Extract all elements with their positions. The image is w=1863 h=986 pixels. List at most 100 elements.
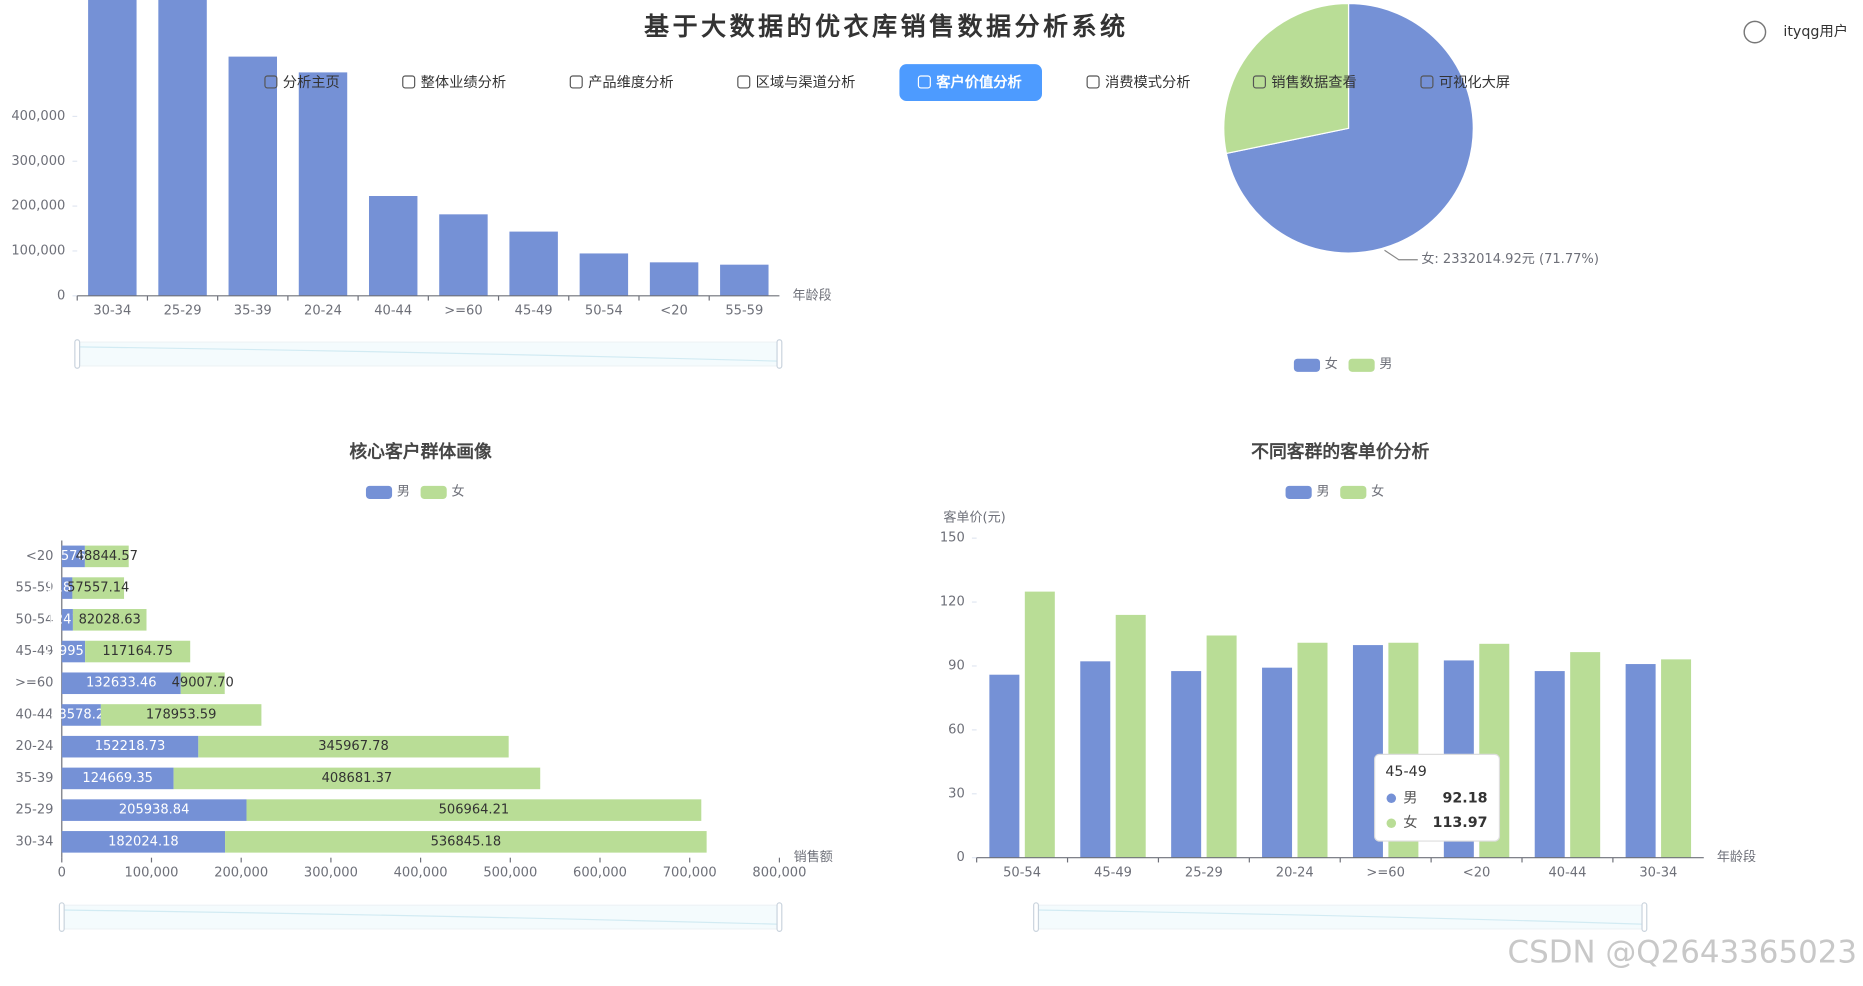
x-tick-label: 30-34 [93, 304, 131, 319]
data-label: 124669.35 [82, 771, 153, 786]
nav-icon[interactable] [917, 75, 931, 89]
bar-segment [61, 799, 247, 821]
label-line [1384, 249, 1418, 261]
nav-icon[interactable] [402, 75, 416, 89]
x-axis-name: 销售额 [794, 849, 833, 865]
zoom-handle[interactable] [776, 339, 783, 369]
tooltip-series: 男 [1403, 790, 1417, 806]
bar-segment [180, 672, 225, 695]
x-tick-label: 30-34 [1639, 866, 1677, 881]
legend-swatch[interactable] [365, 485, 393, 499]
bar-segment [61, 545, 85, 568]
bar [1570, 652, 1601, 858]
y-tick-label: 25-29 [16, 803, 54, 818]
data-label: 506964.21 [439, 803, 510, 818]
legend-swatch[interactable] [1285, 485, 1312, 499]
bar-segment [61, 577, 73, 599]
nav-item[interactable]: 分析主页 [283, 74, 340, 91]
data-label: 82028.63 [79, 612, 141, 627]
bar [1661, 659, 1692, 858]
bar [1262, 667, 1293, 858]
nav-icon[interactable] [1420, 75, 1434, 89]
legend-label[interactable]: 男 [1316, 484, 1329, 499]
legend-label[interactable]: 男 [397, 484, 410, 499]
bar [1534, 671, 1565, 858]
nav-item[interactable]: 区域与渠道分析 [756, 74, 856, 91]
user-name[interactable]: ityqg用户 [1783, 23, 1848, 40]
bar [989, 674, 1020, 858]
zoom-handle[interactable] [1641, 902, 1648, 932]
data-label: 345967.78 [318, 739, 389, 754]
bar-segment [72, 609, 147, 631]
nav-icon[interactable] [264, 75, 278, 89]
x-tick-label: 0 [58, 866, 66, 881]
x-tick-label: 45-49 [1094, 866, 1132, 881]
zoom-slider [76, 341, 781, 367]
nav-item[interactable]: 客户价值分析 [935, 73, 1022, 91]
x-tick-label: >=60 [1366, 866, 1404, 881]
zoom-handle[interactable] [58, 902, 65, 932]
y-tick-label: 150 [940, 531, 965, 546]
x-tick-label: 300,000 [304, 866, 358, 881]
nav-item[interactable]: 消费模式分析 [1105, 74, 1191, 91]
y-tick-label: 30-34 [16, 834, 54, 849]
legend-swatch[interactable] [1293, 358, 1321, 372]
nav-item[interactable]: 产品维度分析 [588, 74, 674, 91]
bar [1080, 661, 1111, 858]
y-tick-label: 300,000 [11, 154, 65, 169]
y-tick-label: 45-49 [16, 644, 54, 659]
legend-label[interactable]: 女 [451, 483, 464, 499]
x-tick-label: 800,000 [752, 866, 806, 881]
nav-icon[interactable] [1086, 75, 1100, 89]
tooltip-value: 92.18 [1442, 790, 1487, 806]
legend-swatch[interactable] [420, 485, 447, 499]
bar [368, 196, 418, 296]
y-tick-label: 55-59 [16, 581, 54, 596]
x-tick-label: 20-24 [304, 304, 342, 319]
legend-label[interactable]: 女 [1371, 483, 1384, 499]
nav-item[interactable]: 整体业绩分析 [421, 74, 507, 91]
zoom-handle[interactable] [74, 339, 81, 369]
tooltip-title: 45-49 [1385, 764, 1426, 780]
nav-item[interactable]: 可视化大屏 [1439, 74, 1510, 91]
bar-segment [198, 735, 509, 758]
bar-segment [61, 609, 73, 631]
bar-segment [61, 704, 101, 726]
y-tick-label: >=60 [15, 676, 53, 691]
zoom-handle[interactable] [1033, 902, 1040, 932]
y-tick-label: 20-24 [16, 739, 54, 754]
x-axis-name: 年龄段 [1717, 850, 1756, 865]
avatar[interactable] [1743, 20, 1767, 44]
x-tick-label: 100,000 [125, 866, 179, 881]
bar-segment [72, 577, 125, 599]
bar-segment [61, 767, 174, 790]
bar-segment [173, 767, 541, 790]
watermark: CSDN @Q2643365023 [1508, 934, 1857, 970]
nav-icon[interactable] [569, 75, 583, 89]
data-label: 152218.73 [95, 739, 166, 754]
nav-active-pill [899, 64, 1042, 101]
x-tick-label: 20-24 [1276, 866, 1314, 881]
pie-slice[interactable] [1223, 2, 1350, 155]
zoom-handle[interactable] [776, 902, 783, 932]
pie-slice[interactable] [1225, 2, 1474, 254]
zoom-slider [1035, 904, 1645, 930]
y-tick-label: 60 [948, 722, 965, 737]
x-tick-label: 25-29 [164, 304, 202, 319]
tooltip-series: 女 [1403, 813, 1417, 831]
legend-label[interactable]: 女 [1325, 356, 1338, 372]
legend-label[interactable]: 男 [1379, 357, 1392, 372]
nav-icon[interactable] [737, 75, 751, 89]
y-axis-name: 客单价(元) [943, 509, 1005, 525]
nav-item[interactable]: 销售数据查看 [1271, 74, 1357, 91]
data-label: 25766 [53, 549, 95, 564]
legend-swatch[interactable] [1348, 358, 1375, 372]
x-tick-label: 50-54 [1003, 866, 1041, 881]
y-tick-label: 100,000 [11, 243, 65, 258]
legend-swatch[interactable] [1340, 485, 1367, 499]
tooltip-value: 113.97 [1433, 815, 1488, 831]
y-tick-label: 30 [948, 786, 965, 801]
nav-icon[interactable] [1252, 75, 1266, 89]
bar [439, 214, 488, 296]
